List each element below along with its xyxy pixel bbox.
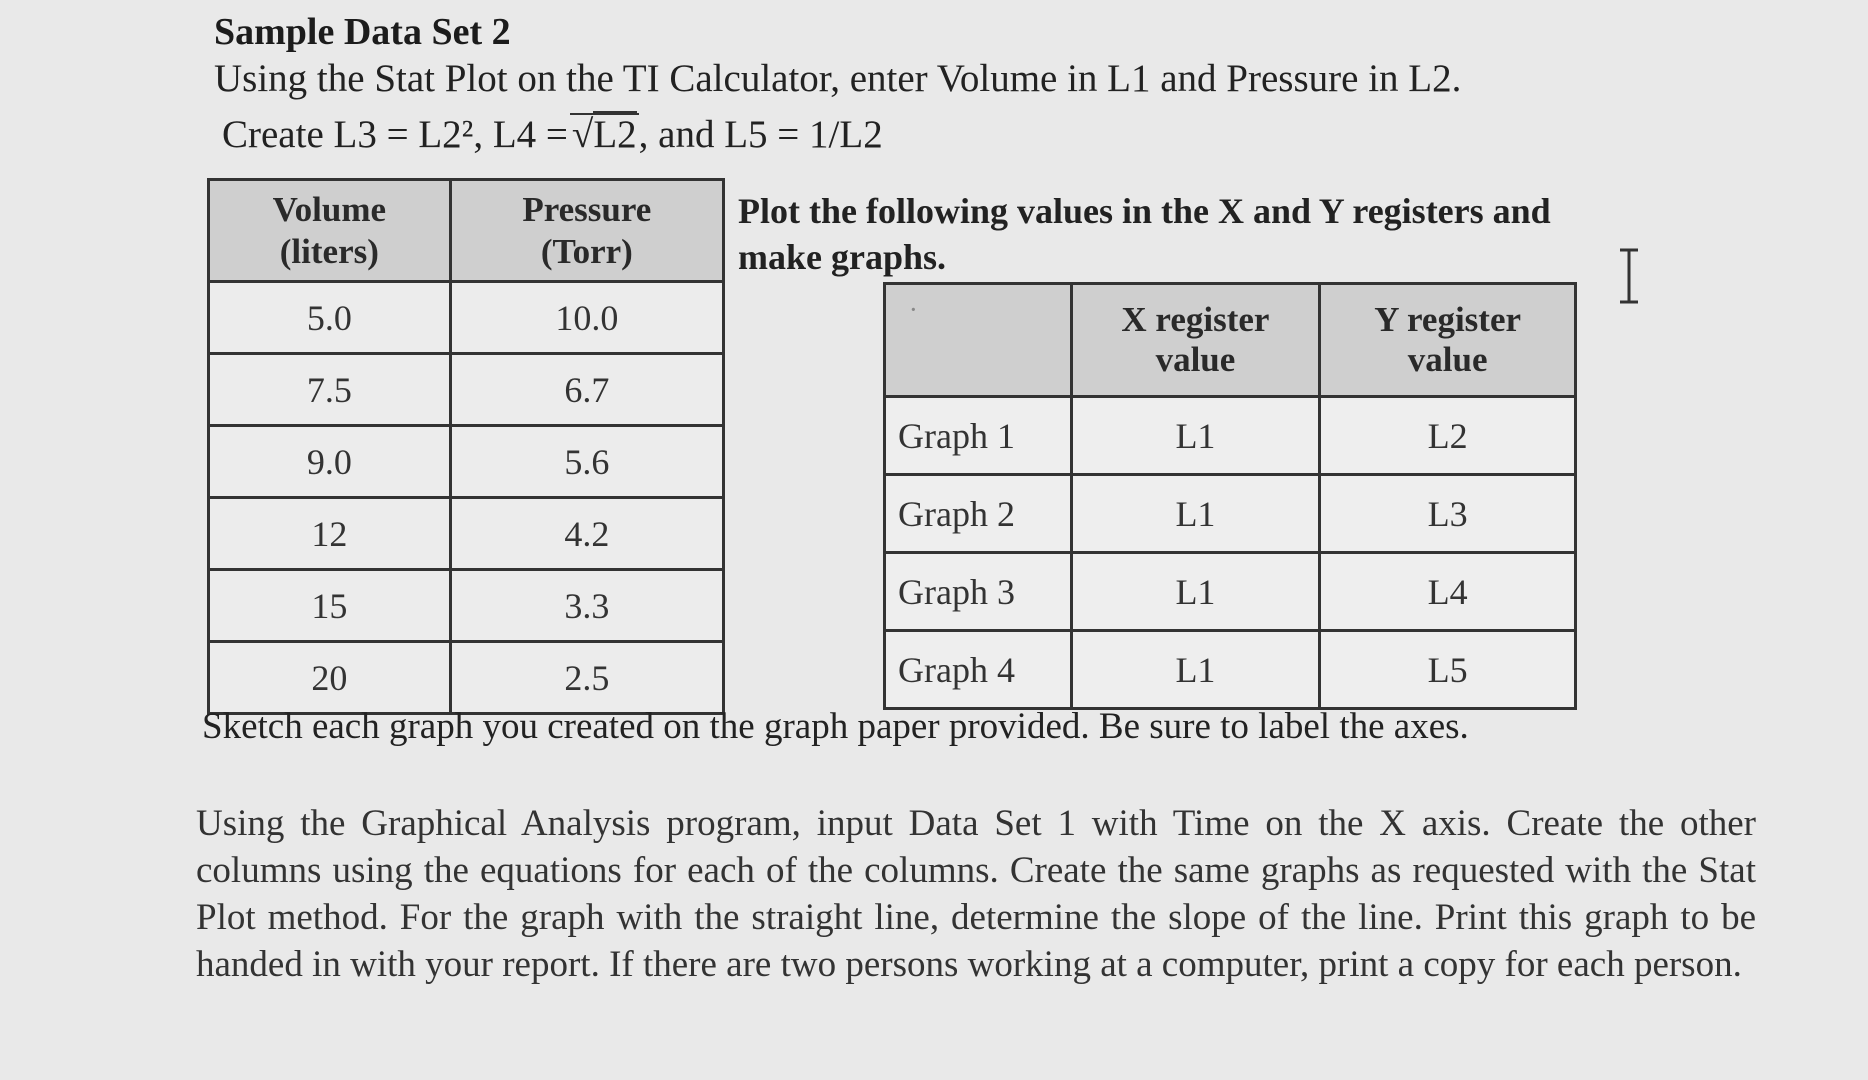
volume-cell: 5.0	[207, 280, 452, 355]
pressure-header: Pressure (Torr)	[448, 178, 726, 283]
table-row: Graph 3 L1 L4	[883, 551, 1577, 632]
sqrt-sign-icon: √	[571, 113, 594, 156]
y-register-cell: L5	[1318, 629, 1577, 710]
text-cursor-icon	[1620, 248, 1638, 304]
graph-label: Graph 4	[883, 629, 1073, 710]
graph-label: Graph 3	[883, 551, 1073, 632]
pressure-cell: 4.2	[448, 496, 726, 571]
table-row: Graph 2 L1 L3	[883, 473, 1577, 554]
graph-label: Graph 1	[883, 395, 1073, 476]
table-row: 5.0 10.0	[207, 280, 726, 355]
y-register-cell: L4	[1318, 551, 1577, 632]
sqrt-argument: L2	[593, 111, 637, 156]
volume-header-line1: Volume	[272, 189, 387, 229]
create-prefix: Create L3 = L2², L4 =	[222, 113, 568, 156]
volume-cell: 20	[207, 640, 452, 715]
volume-cell: 15	[207, 568, 452, 643]
y-register-cell: L3	[1318, 473, 1577, 554]
graph-table-header: · X register value Y register value	[883, 282, 1577, 398]
volume-header: Volume (liters)	[207, 178, 452, 283]
pressure-header-line1: Pressure	[522, 189, 652, 229]
x-register-header: X register value	[1069, 282, 1322, 398]
graph-register-table: · X register value Y register value Graph …	[883, 282, 1577, 710]
pressure-cell: 2.5	[448, 640, 726, 715]
data-table-header: Volume (liters) Pressure (Torr)	[207, 178, 726, 283]
x-register-cell: L1	[1069, 629, 1322, 710]
create-instruction: Create L3 = L2², L4 = √L2, and L5 = 1/L2	[222, 111, 883, 157]
analysis-paragraph: Using the Graphical Analysis program, in…	[196, 803, 1756, 985]
pressure-cell: 5.6	[448, 424, 726, 499]
y-register-header-line2: value	[1407, 340, 1488, 379]
table-row: Graph 1 L1 L2	[883, 395, 1577, 476]
sketch-instruction: Sketch each graph you created on the gra…	[202, 706, 1469, 747]
graph-label: Graph 2	[883, 473, 1073, 554]
pressure-header-line2: (Torr)	[540, 231, 633, 271]
y-register-cell: L2	[1318, 395, 1577, 476]
volume-cell: 12	[207, 496, 452, 571]
x-register-cell: L1	[1069, 551, 1322, 632]
table-row: Graph 4 L1 L5	[883, 629, 1577, 710]
sqrt-expression: √L2	[569, 111, 639, 156]
data-table: Volume (liters) Pressure (Torr) 5.0 10.0 7.…	[207, 178, 726, 715]
x-register-header-line1: X register	[1121, 299, 1270, 339]
pressure-cell: 6.7	[448, 352, 726, 427]
x-register-cell: L1	[1069, 473, 1322, 554]
plot-instruction: Plot the following values in the X and Y…	[738, 191, 1551, 277]
pressure-cell: 3.3	[448, 568, 726, 643]
table-row: 9.0 5.6	[207, 424, 726, 499]
x-register-header-line2: value	[1155, 340, 1236, 379]
table-row: 20 2.5	[207, 640, 726, 715]
page-title: Sample Data Set 2	[214, 11, 511, 53]
y-register-header-line1: Y register	[1374, 299, 1522, 339]
corner-cell: ·	[883, 282, 1073, 398]
volume-cell: 9.0	[207, 424, 452, 499]
instruction-text: Using the Stat Plot on the TI Calculator…	[214, 57, 1462, 100]
table-row: 7.5 6.7	[207, 352, 726, 427]
y-register-header: Y register value	[1318, 282, 1577, 398]
create-suffix: , and L5 = 1/L2	[638, 113, 883, 156]
volume-header-line2: (liters)	[279, 231, 379, 271]
pressure-cell: 10.0	[448, 280, 726, 355]
table-row: 12 4.2	[207, 496, 726, 571]
volume-cell: 7.5	[207, 352, 452, 427]
table-row: 15 3.3	[207, 568, 726, 643]
x-register-cell: L1	[1069, 395, 1322, 476]
